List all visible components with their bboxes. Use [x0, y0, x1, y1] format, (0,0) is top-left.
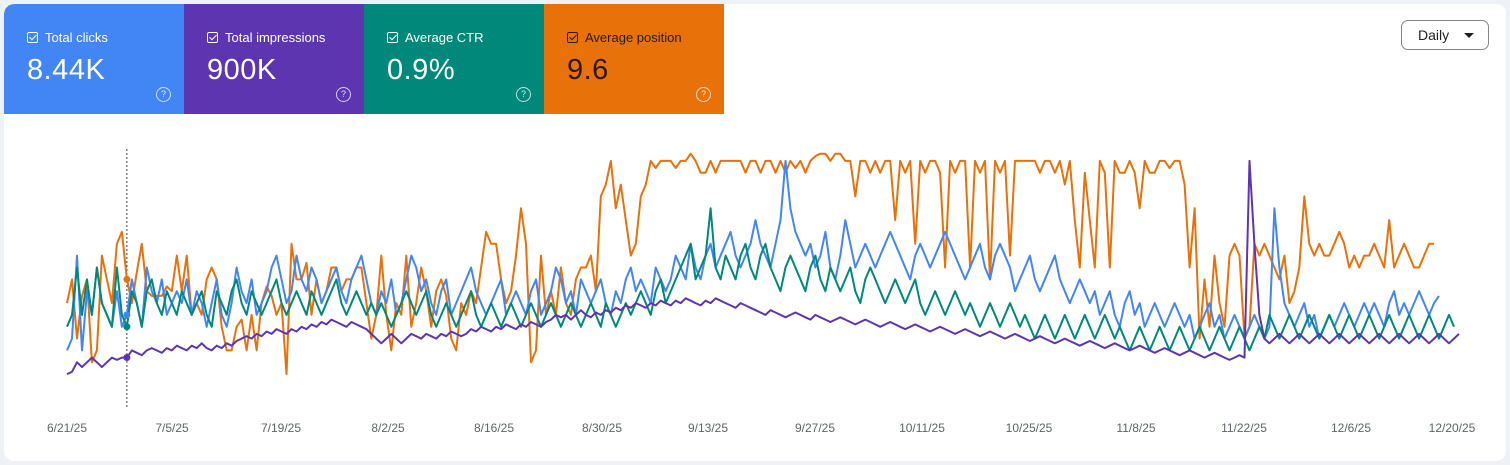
x-tick-label: 6/21/25 [47, 421, 87, 435]
help-circle-icon[interactable]: ? [696, 87, 711, 102]
x-tick-label: 7/5/25 [155, 421, 189, 435]
metric-value: 8.44K [27, 54, 106, 86]
metric-tile-average-ctr[interactable]: Average CTR 0.9% ? [364, 4, 544, 114]
series-line-impressions [66, 159, 1460, 376]
metric-tiles: Total clicks 8.44K ? Total impressions 9… [4, 4, 724, 114]
x-tick-label: 12/20/25 [1429, 421, 1476, 435]
metric-value: 9.6 [567, 54, 609, 86]
metric-label: Average CTR [405, 30, 484, 45]
metric-value: 900K [207, 54, 277, 86]
metric-tile-total-clicks[interactable]: Total clicks 8.44K ? [4, 4, 184, 114]
metric-header: Total clicks [27, 30, 108, 45]
help-circle-icon[interactable]: ? [156, 87, 171, 102]
checkbox-icon[interactable] [567, 32, 578, 43]
x-tick-label: 9/27/25 [795, 421, 835, 435]
metric-label: Total clicks [45, 30, 108, 45]
metric-header: Average position [567, 30, 682, 45]
metric-header: Total impressions [207, 30, 325, 45]
x-tick-label: 7/19/25 [261, 421, 301, 435]
period-dropdown-label: Daily [1418, 27, 1450, 43]
help-circle-icon[interactable]: ? [516, 87, 531, 102]
metric-tile-average-position[interactable]: Average position 9.6 ? [544, 4, 724, 114]
x-tick-label: 11/22/25 [1221, 421, 1267, 435]
performance-line-chart[interactable]: 6/21/25 7/5/25 7/19/25 8/2/25 8/16/25 8/30/25… [4, 4, 1506, 461]
metric-label: Total impressions [225, 30, 326, 45]
x-tick-label: 9/13/25 [688, 421, 728, 435]
metric-label: Average position [585, 30, 682, 45]
x-tick-label: 11/8/25 [1116, 421, 1155, 435]
period-dropdown[interactable]: Daily [1401, 20, 1489, 50]
series-line-ctr [66, 207, 1455, 352]
x-tick-label: 12/6/25 [1331, 421, 1371, 435]
caret-down-icon [1464, 33, 1474, 38]
hover-point-clicks [123, 311, 131, 319]
help-circle-icon[interactable]: ? [336, 87, 351, 102]
x-tick-label: 10/11/25 [899, 421, 945, 435]
x-tick-label: 8/16/25 [474, 421, 514, 435]
checkbox-icon[interactable] [207, 32, 218, 43]
metric-header: Average CTR [387, 30, 484, 45]
metric-value: 0.9% [387, 54, 456, 86]
hover-point-impressions [123, 354, 131, 362]
x-tick-label: 10/25/25 [1006, 421, 1053, 435]
performance-card: Total clicks 8.44K ? Total impressions 9… [4, 4, 1506, 461]
metric-tile-total-impressions[interactable]: Total impressions 900K ? [184, 4, 364, 114]
checkbox-icon[interactable] [27, 32, 38, 43]
hover-point-position [123, 275, 131, 283]
hover-point-ctr [123, 323, 131, 331]
series-line-clicks [66, 159, 1440, 352]
x-tick-label: 8/30/25 [582, 421, 622, 435]
x-tick-label: 8/2/25 [371, 421, 405, 435]
checkbox-icon[interactable] [387, 32, 398, 43]
